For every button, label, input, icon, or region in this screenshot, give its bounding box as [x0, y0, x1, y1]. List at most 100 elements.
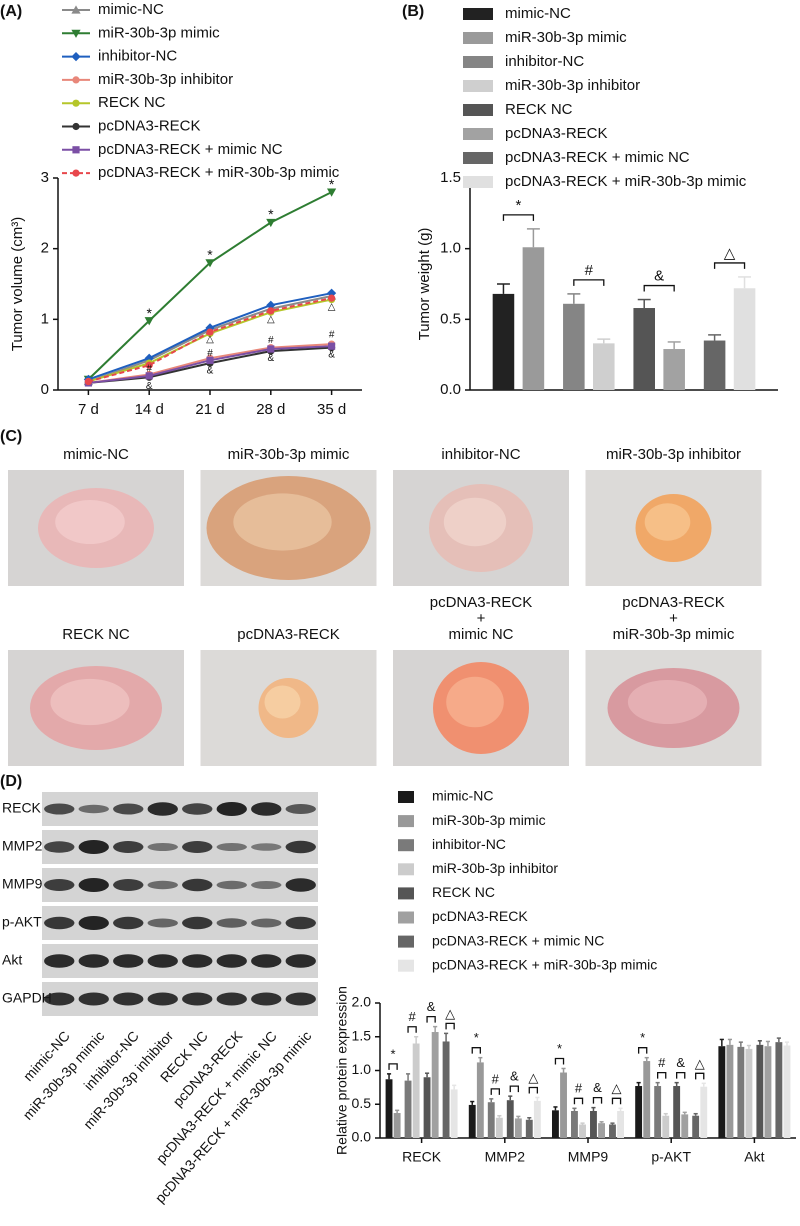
error-bar — [738, 1041, 743, 1047]
photo-label: miR-30b-3p inhibitor — [606, 446, 741, 463]
significance-mark: # — [585, 262, 594, 279]
legend-label: pcDNA3-RECK + mimic NC — [505, 149, 690, 166]
tumor-highlight — [264, 685, 301, 719]
significance-mark: # — [658, 1055, 666, 1070]
photo-label: + — [669, 610, 678, 627]
bar — [733, 288, 756, 390]
point — [206, 328, 214, 336]
blot-band — [182, 841, 213, 853]
photo-label: pcDNA3-RECK — [622, 594, 725, 611]
bar — [633, 308, 655, 390]
annotation: # — [146, 363, 152, 374]
photo-label: miR-30b-3p mimic — [228, 446, 350, 463]
annotation: & — [207, 366, 214, 377]
tumor-highlight — [627, 680, 708, 724]
error-bar — [591, 1106, 596, 1111]
tumor-highlight — [446, 676, 504, 728]
bar — [506, 1100, 514, 1138]
tumor-highlight — [644, 503, 691, 541]
bar — [726, 1044, 734, 1138]
error-bar — [765, 1040, 771, 1047]
significance-bracket — [490, 1088, 500, 1095]
blot-row-label: MMP2 — [2, 838, 43, 854]
error-bar — [572, 1107, 577, 1111]
panel-label: (A) — [0, 3, 22, 20]
annotation: # — [268, 335, 274, 346]
legend-swatch — [398, 839, 414, 852]
x-tick-label: 28 d — [256, 401, 285, 418]
significance-bracket — [713, 262, 746, 269]
bar — [551, 1110, 559, 1138]
bar — [579, 1124, 586, 1138]
point — [328, 294, 336, 302]
blot-band — [216, 802, 247, 816]
error-bar — [497, 1114, 502, 1118]
significance-mark: △ — [445, 1006, 455, 1021]
annotation: * — [207, 246, 213, 262]
blot-band — [113, 841, 144, 853]
error-bar — [489, 1098, 494, 1103]
error-bar — [526, 228, 540, 248]
bar — [450, 1089, 458, 1138]
y-tick-label: 2 — [41, 240, 49, 257]
bar — [571, 1111, 578, 1138]
point — [206, 356, 214, 364]
x-tick-label: RECK — [402, 1149, 442, 1165]
blot-band — [216, 880, 247, 890]
significance-mark: & — [676, 1055, 685, 1070]
significance-bracket — [554, 1057, 565, 1065]
significance-bracket — [592, 1096, 603, 1104]
bar — [703, 340, 726, 390]
legend-label: pcDNA3-RECK + miR-30b-3p mimic — [98, 164, 340, 181]
legend-label: pcDNA3-RECK + mimic NC — [432, 932, 604, 948]
legend-label: miR-30b-3p mimic — [432, 812, 546, 828]
blot-band — [78, 878, 109, 892]
bar — [412, 1043, 420, 1138]
error-bar — [561, 1067, 566, 1073]
significance-mark: * — [640, 1030, 645, 1045]
panel-label: (C) — [0, 428, 22, 445]
annotation: # — [329, 330, 335, 341]
legend-swatch — [463, 8, 493, 20]
panel-label: (B) — [402, 3, 424, 20]
error-bar — [478, 1056, 483, 1063]
legend-label: pcDNA3-RECK — [505, 125, 608, 142]
error-bar — [414, 1036, 419, 1044]
point — [267, 345, 275, 353]
bar — [593, 343, 615, 390]
significance-bracket — [471, 1047, 481, 1054]
legend-swatch — [398, 935, 414, 948]
legend-label: miR-30b-3p mimic — [98, 24, 220, 41]
significance-bracket — [573, 1097, 584, 1105]
blot-band — [285, 992, 316, 1006]
blot-band — [78, 954, 109, 968]
y-tick-label: 1.0 — [352, 1061, 372, 1077]
blot-band — [147, 802, 178, 816]
bar — [609, 1124, 616, 1138]
significance-mark: △ — [528, 1070, 538, 1085]
error-bar — [444, 1032, 449, 1042]
bar — [495, 1117, 503, 1138]
photo-label: inhibitor-NC — [441, 446, 520, 463]
bar — [525, 1119, 533, 1138]
y-tick-label: 1.5 — [352, 1027, 372, 1043]
bar — [385, 1079, 393, 1138]
bar — [718, 1046, 726, 1138]
photo-label: miR-30b-3p mimic — [613, 626, 735, 643]
y-tick-label: 0 — [41, 381, 49, 398]
x-tick-label: 35 d — [317, 401, 346, 418]
y-tick-label: 3 — [41, 169, 49, 186]
significance-bracket — [643, 284, 675, 292]
blot-band — [216, 954, 247, 968]
blot-band — [251, 802, 282, 816]
y-tick-label: 1.5 — [440, 169, 461, 186]
legend-swatch — [463, 152, 493, 164]
bar — [431, 1032, 439, 1138]
tumor-highlight — [233, 493, 332, 551]
error-bar — [667, 341, 681, 350]
error-bar — [637, 298, 651, 309]
annotation: * — [329, 176, 335, 192]
error-bar — [746, 1044, 752, 1049]
bar — [598, 1123, 605, 1138]
